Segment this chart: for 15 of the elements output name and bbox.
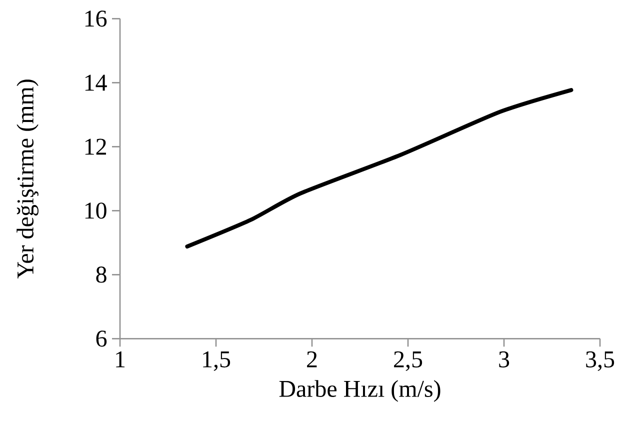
x-tick-label: 3,5 [586, 351, 614, 371]
x-tick-label: 1,5 [203, 351, 230, 371]
y-tick-label: 6 [96, 330, 107, 347]
x-tick-label: 2,5 [394, 351, 422, 371]
x-tick-label: 2 [307, 351, 317, 368]
x-tick-label: 1 [116, 351, 125, 368]
y-tick-label: 10 [85, 202, 106, 219]
x-tick-label: 3 [499, 351, 510, 368]
y-tick-label: 16 [85, 10, 107, 27]
y-tick-label: 14 [85, 74, 107, 91]
y-tick-label: 12 [85, 138, 106, 155]
line-series [185, 88, 574, 248]
y-axis-title: Yer değiştirme (mm) [16, 80, 38, 278]
y-tick-label: 8 [96, 266, 106, 283]
x-axis-title: Darbe Hızı (m/s) [279, 380, 440, 402]
